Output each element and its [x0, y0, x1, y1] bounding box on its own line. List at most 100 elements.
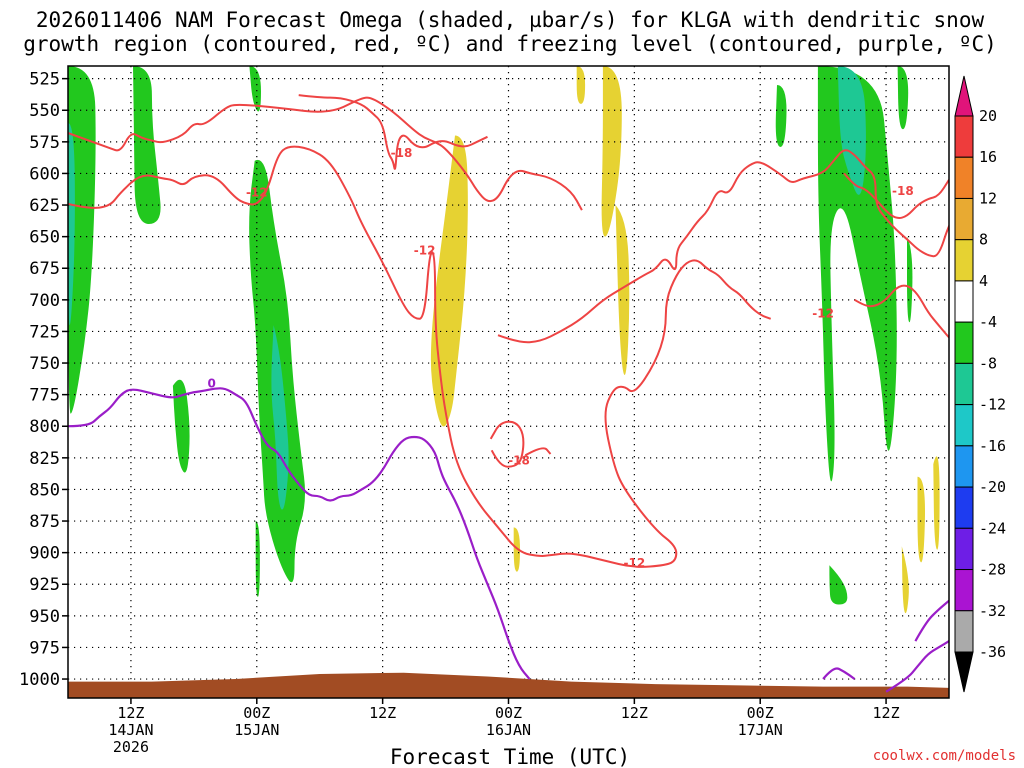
- chart-title-line-1: 2026011406 NAM Forecast Omega (shaded, µ…: [36, 8, 985, 32]
- colorbar-swatch: [954, 486, 974, 529]
- contour-label: -18: [508, 453, 530, 467]
- colorbar-swatch: [954, 321, 974, 364]
- colorbar-label: 4: [979, 272, 988, 290]
- colorbar-label: -32: [979, 602, 1006, 620]
- omega-region: [901, 546, 909, 614]
- y-tick-label: 825: [29, 449, 60, 469]
- omega-region: [775, 85, 787, 147]
- pressure-axis: 525 550 575 600 625 650 675 700 725 750 775 800 825 8…: [19, 70, 68, 690]
- omega-region: [133, 66, 161, 224]
- chart-title: 2026011406 NAM Forecast Omega (shaded, µ…: [23, 8, 997, 56]
- omega-region: [576, 66, 586, 104]
- freezing-level-contour: [914, 599, 949, 642]
- colorbar-bottom-arrow: [954, 651, 974, 693]
- omega-region: [917, 476, 926, 563]
- colorbar-label: -20: [979, 478, 1006, 496]
- x-tick-label: 2026: [113, 738, 149, 756]
- y-tick-label: 775: [29, 386, 60, 406]
- x-tick-label: 16JAN: [486, 721, 531, 739]
- omega-region: [68, 66, 96, 414]
- temp-contour: [843, 172, 949, 219]
- x-tick-label: 00Z: [747, 704, 774, 722]
- colorbar-label: 20: [979, 107, 997, 125]
- x-axis-label: Forecast Time (UTC): [390, 745, 630, 768]
- omega-region: [255, 521, 260, 597]
- x-tick-label: 00Z: [495, 704, 522, 722]
- omega-region: [897, 66, 909, 130]
- contour-label: 0: [208, 376, 216, 390]
- y-tick-label: 925: [29, 575, 60, 595]
- colorbar-label: 12: [979, 189, 997, 207]
- x-tick-label: 00Z: [243, 704, 270, 722]
- omega-region: [249, 66, 261, 112]
- y-tick-label: 750: [29, 354, 60, 374]
- colorbar-label: 8: [979, 231, 988, 249]
- terrain-layer: [68, 672, 949, 698]
- y-tick-label: 675: [29, 259, 60, 279]
- colorbar-label: -8: [979, 354, 997, 372]
- y-tick-label: 875: [29, 512, 60, 532]
- y-tick-label: 550: [29, 101, 60, 121]
- contour-label: -12: [812, 307, 834, 321]
- temp-contour: [524, 447, 552, 457]
- colorbar-swatch: [954, 156, 974, 199]
- omega-region: [172, 379, 190, 473]
- colorbar-label: -12: [979, 396, 1006, 414]
- y-tick-label: 625: [29, 196, 60, 216]
- y-tick-label: 950: [29, 607, 60, 627]
- credit-link[interactable]: coolwx.com/models: [873, 748, 1016, 764]
- contour-label: -12: [414, 244, 436, 258]
- x-tick-label: 17JAN: [738, 721, 783, 739]
- omega-region: [430, 135, 468, 427]
- colorbar-swatch: [954, 197, 974, 241]
- colorbar-swatch: [954, 280, 974, 323]
- y-tick-label: 800: [29, 417, 60, 437]
- freezing-level-contours: [68, 387, 949, 693]
- colorbar-swatch: [954, 527, 974, 571]
- dendritic-growth-contours: [68, 94, 949, 568]
- omega-region: [68, 122, 75, 326]
- terrain-fill: [68, 672, 949, 698]
- colorbar-swatch: [954, 239, 974, 282]
- colorbar-swatch: [954, 362, 974, 406]
- colorbar-swatch: [954, 610, 974, 653]
- colorbar-label: 16: [979, 148, 997, 166]
- omega-region: [817, 66, 897, 482]
- omega-region: [837, 66, 866, 195]
- omega-region: [615, 205, 630, 376]
- omega-region: [933, 456, 940, 550]
- colorbar-swatch: [954, 569, 974, 612]
- contour-labels: -18 -12 -12 -18 -12 -12 -18 0: [208, 146, 914, 570]
- temp-contour: [854, 284, 949, 339]
- y-tick-label: 700: [29, 291, 60, 311]
- omega-region: [601, 66, 622, 237]
- x-tick-label: 14JAN: [108, 721, 153, 739]
- omega-region: [829, 565, 848, 605]
- omega-colorbar: 20 16 12 8 4 -4 -8 -12 -16 -20 -24 -28 -32 -36: [954, 75, 1006, 693]
- temp-contour: [68, 96, 583, 211]
- plot-area: [68, 66, 949, 698]
- colorbar-label: -24: [979, 519, 1006, 537]
- y-tick-label: 975: [29, 638, 60, 658]
- omega-shading: [68, 66, 940, 614]
- omega-region: [907, 236, 913, 323]
- colorbar-label: -16: [979, 437, 1006, 455]
- colorbar-label: -36: [979, 643, 1006, 661]
- colorbar-top-arrow: [954, 75, 974, 117]
- y-tick-label: 725: [29, 322, 60, 342]
- y-tick-label: 1000: [19, 670, 60, 690]
- x-tick-label: 12Z: [369, 704, 396, 722]
- contour-label: -18: [391, 146, 413, 160]
- temp-contour: [489, 420, 525, 468]
- contour-label: -18: [892, 184, 914, 198]
- colorbar-swatch: [954, 404, 974, 447]
- contour-label: -12: [624, 556, 646, 570]
- freezing-level-contour: [822, 667, 856, 680]
- temp-contour: [497, 149, 949, 344]
- y-tick-label: 650: [29, 228, 60, 248]
- temp-contour: [298, 94, 488, 170]
- chart-title-line-2: growth region (contoured, red, ºC) and f…: [23, 32, 997, 56]
- y-tick-label: 575: [29, 133, 60, 153]
